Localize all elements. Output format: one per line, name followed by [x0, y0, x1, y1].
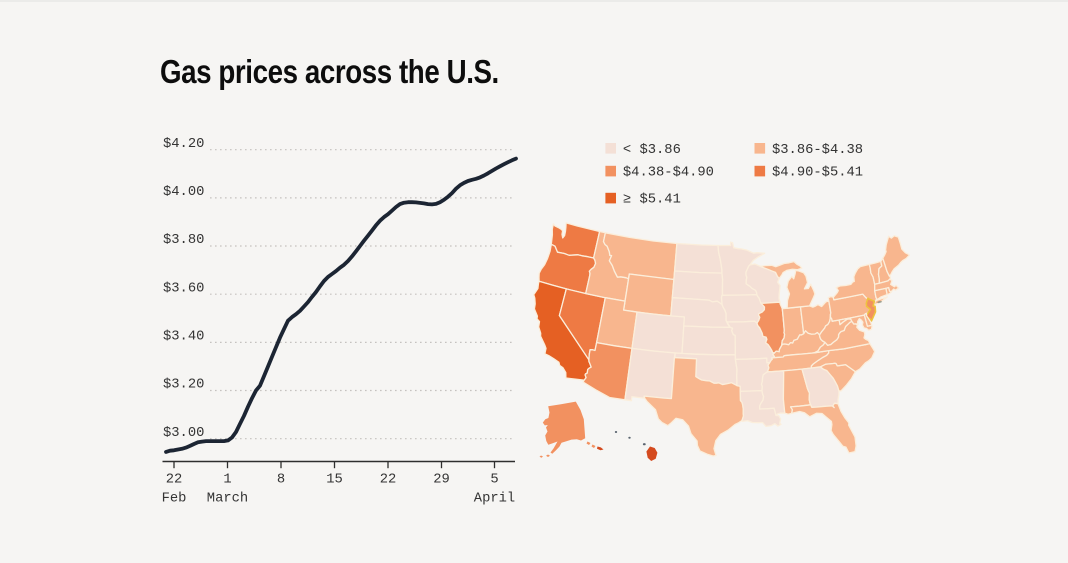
svg-text:$4.90-$5.41: $4.90-$5.41: [772, 165, 863, 181]
svg-text:$3.20: $3.20: [163, 377, 204, 393]
svg-text:5: 5: [490, 472, 498, 487]
svg-text:< $3.86: < $3.86: [623, 142, 681, 158]
svg-text:March: March: [207, 490, 248, 506]
svg-text:$3.86-$4.38: $3.86-$4.38: [772, 142, 863, 158]
svg-text:22: 22: [166, 472, 183, 487]
svg-text:$3.80: $3.80: [163, 232, 204, 248]
svg-text:$4.20: $4.20: [163, 136, 204, 152]
svg-text:Feb: Feb: [162, 490, 187, 506]
svg-text:$3.00: $3.00: [163, 425, 204, 441]
svg-text:$4.38-$4.90: $4.38-$4.90: [623, 165, 714, 181]
svg-text:1: 1: [223, 472, 231, 487]
svg-text:≥ $5.41: ≥ $5.41: [623, 192, 681, 208]
svg-text:15: 15: [326, 472, 343, 487]
svg-text:8: 8: [277, 472, 285, 487]
svg-text:April: April: [474, 490, 515, 506]
svg-text:$3.40: $3.40: [163, 329, 204, 345]
svg-text:29: 29: [433, 472, 450, 487]
svg-text:$3.60: $3.60: [163, 280, 204, 296]
svg-text:22: 22: [380, 472, 397, 487]
svg-text:$4.00: $4.00: [163, 184, 204, 200]
